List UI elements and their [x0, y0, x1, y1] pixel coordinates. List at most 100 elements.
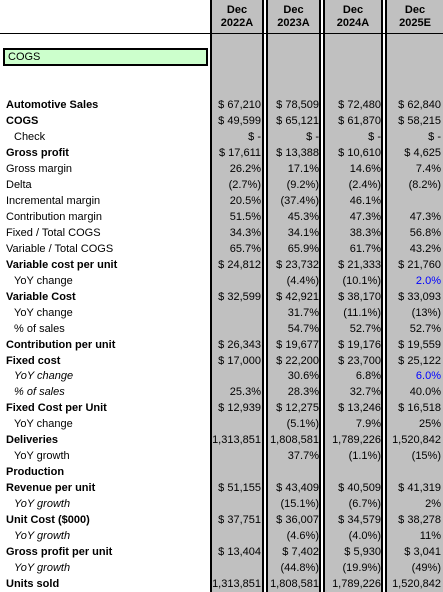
row-label[interactable]: % of sales — [14, 322, 65, 335]
row-label[interactable]: YoY growth — [14, 498, 71, 511]
table-row[interactable]: Gross margin 26.2% 17.1% 14.6% 7.4% — [0, 161, 443, 177]
cell-value[interactable]: 32.7% — [349, 386, 381, 399]
column-2022a[interactable] — [210, 0, 264, 592]
row-label[interactable]: YoY change — [14, 306, 73, 319]
cell-value[interactable]: $ 41,319 — [398, 482, 441, 495]
table-row[interactable]: Variable Cost $ 32,599 $ 42,921 $ 38,170 $ 3… — [0, 289, 443, 305]
row-label[interactable]: Check — [14, 130, 46, 143]
table-row[interactable]: YoY change 31.7% (11.1%) (13%) — [0, 305, 443, 321]
table-row[interactable]: YoY change (4.4%) (10.1%) 2.0% — [0, 273, 443, 289]
cell-value[interactable]: 2% — [425, 498, 441, 511]
cell-value[interactable]: 25% — [418, 418, 441, 431]
cell-value[interactable]: 2.0% — [415, 274, 441, 287]
cell-value[interactable]: $ 22,200 — [276, 354, 319, 367]
table-row[interactable]: Production — [0, 464, 443, 480]
cell-value[interactable]: $ 43,409 — [276, 482, 319, 495]
table-row[interactable]: Automotive Sales $ 67,210 $ 78,509 $ 72,480… — [0, 97, 443, 113]
row-label[interactable]: Incremental margin — [6, 194, 101, 207]
cell-value[interactable]: $ 24,812 — [218, 258, 261, 271]
cell-value[interactable]: $ 38,278 — [398, 514, 441, 527]
cell-value[interactable]: 56.8% — [409, 226, 441, 239]
row-label[interactable]: YoY growth — [14, 562, 71, 575]
cell-value[interactable]: $ 51,155 — [218, 482, 261, 495]
cell-value[interactable]: (19.9%) — [342, 562, 381, 575]
cell-value[interactable]: 17.1% — [287, 162, 319, 175]
table-row[interactable]: Unit Cost ($000) $ 37,751 $ 36,007 $ 34,579… — [0, 512, 443, 528]
row-label[interactable]: COGS — [6, 114, 39, 127]
cell-value[interactable]: $ 32,599 — [218, 290, 261, 303]
cell-value[interactable]: 20.5% — [229, 194, 261, 207]
cell-value[interactable]: (6.7%) — [348, 498, 381, 511]
table-row[interactable]: YoY growth (4.6%) (4.0%) 11% — [0, 528, 443, 544]
column-2025e[interactable] — [385, 0, 443, 592]
cell-value[interactable]: 1,789,226 — [332, 578, 381, 591]
cell-value[interactable]: 47.3% — [349, 210, 381, 223]
cell-value[interactable]: $ 13,246 — [338, 402, 381, 415]
row-label[interactable]: Production — [6, 466, 65, 479]
cell-value[interactable]: (4.6%) — [286, 530, 319, 543]
cell-value[interactable]: $ - — [428, 130, 441, 143]
row-label[interactable]: Fixed / Total COGS — [6, 226, 101, 239]
table-row[interactable]: Fixed Cost per Unit $ 12,939 $ 12,275 $ 13,… — [0, 400, 443, 416]
row-label[interactable]: Fixed cost — [6, 354, 61, 367]
table-row[interactable]: Check $ - $ - $ - $ - — [0, 129, 443, 145]
column-2024a[interactable] — [323, 0, 383, 592]
cell-value[interactable]: $ 67,210 — [218, 99, 261, 111]
cell-value[interactable]: 54.7% — [287, 322, 319, 335]
cell-value[interactable]: 65.7% — [229, 242, 261, 255]
table-row[interactable]: Delta (2.7%) (9.2%) (2.4%) (8.2%) — [0, 177, 443, 193]
row-label[interactable]: YoY change — [14, 274, 73, 287]
cell-value[interactable]: $ 42,921 — [276, 290, 319, 303]
cell-value[interactable]: $ 25,122 — [398, 354, 441, 367]
cell-value[interactable]: $ 16,518 — [398, 402, 441, 415]
cell-value[interactable]: 1,789,226 — [332, 434, 381, 447]
row-label[interactable]: Fixed Cost per Unit — [6, 402, 107, 415]
cell-value[interactable]: (13%) — [411, 306, 441, 319]
cell-value[interactable]: 46.1% — [349, 194, 381, 207]
cell-value[interactable]: 1,808,581 — [270, 434, 319, 447]
cell-value[interactable]: (44.8%) — [280, 562, 319, 575]
header-2025e[interactable]: Dec 2025E — [387, 4, 443, 30]
cell-value[interactable]: 30.6% — [287, 370, 319, 383]
cell-value[interactable]: 52.7% — [409, 322, 441, 335]
table-row[interactable]: Incremental margin 20.5% (37.4%) 46.1% — [0, 193, 443, 209]
cell-value[interactable]: 7.9% — [355, 418, 381, 431]
cell-value[interactable]: 7.4% — [415, 162, 441, 175]
row-label[interactable]: YoY change — [14, 418, 73, 431]
cell-value[interactable]: (15.1%) — [280, 498, 319, 511]
row-label[interactable]: Gross profit per unit — [6, 546, 113, 559]
cell-value[interactable]: 34.3% — [229, 226, 261, 239]
table-row[interactable]: Units sold 1,313,851 1,808,581 1,789,226 1,5… — [0, 576, 443, 592]
cell-value[interactable]: 43.2% — [409, 242, 441, 255]
column-2023a[interactable] — [266, 0, 321, 592]
cell-value[interactable]: $ 62,840 — [398, 99, 441, 111]
cell-value[interactable]: $ 17,000 — [218, 354, 261, 367]
cell-value[interactable]: (11.1%) — [343, 306, 381, 319]
table-row[interactable]: Contribution margin 51.5% 45.3% 47.3% 47.3% — [0, 209, 443, 225]
table-row[interactable]: COGS $ 49,599 $ 65,121 $ 61,870 $ 58,215 — [0, 113, 443, 129]
table-row[interactable]: Gross profit $ 17,611 $ 13,388 $ 10,610 $ 4,… — [0, 145, 443, 161]
cell-value[interactable]: (8.2%) — [408, 178, 441, 191]
row-label[interactable]: Variable Cost — [6, 290, 76, 303]
table-row[interactable]: YoY growth (15.1%) (6.7%) 2% — [0, 496, 443, 512]
cell-value[interactable]: 61.7% — [349, 242, 381, 255]
cell-value[interactable]: $ - — [368, 130, 381, 143]
cell-value[interactable]: $ 19,176 — [338, 338, 381, 351]
cell-value[interactable]: $ 10,610 — [338, 146, 381, 159]
cell-value[interactable]: $ 13,388 — [276, 146, 319, 159]
header-2022a[interactable]: Dec 2022A — [212, 4, 262, 30]
cell-value[interactable]: $ 78,509 — [276, 99, 319, 111]
table-row[interactable]: YoY change 30.6% 6.8% 6.0% — [0, 368, 443, 384]
cell-value[interactable]: $ 3,041 — [404, 546, 441, 559]
cell-value[interactable]: 34.1% — [287, 226, 319, 239]
cell-value[interactable]: $ 37,751 — [218, 514, 261, 527]
table-row[interactable]: Variable / Total COGS 65.7% 65.9% 61.7% 43.2… — [0, 241, 443, 257]
cell-value[interactable]: (37.4%) — [280, 194, 319, 207]
cell-value[interactable]: $ 61,870 — [338, 114, 381, 127]
row-label[interactable]: Unit Cost ($000) — [6, 514, 90, 527]
row-label[interactable]: Variable / Total COGS — [6, 242, 114, 255]
cell-value[interactable]: 28.3% — [287, 386, 319, 399]
cell-value[interactable]: 6.0% — [415, 370, 441, 383]
table-row[interactable]: % of sales 54.7% 52.7% 52.7% — [0, 321, 443, 337]
cell-value[interactable]: $ 36,007 — [276, 514, 319, 527]
